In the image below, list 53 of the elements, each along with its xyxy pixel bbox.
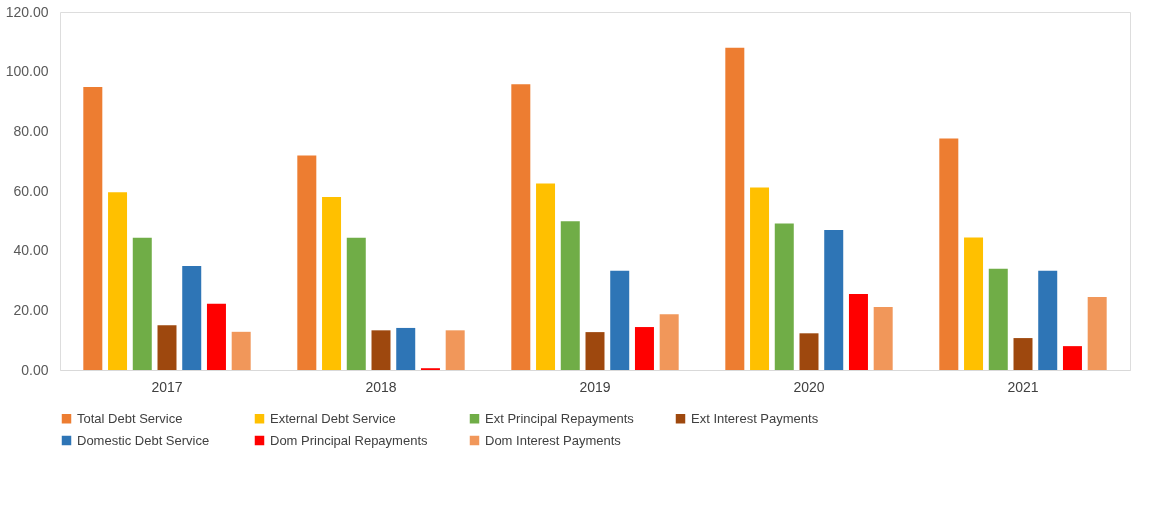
bar — [182, 265, 202, 370]
bar — [108, 192, 128, 370]
bar — [83, 86, 103, 370]
bar — [750, 187, 770, 370]
legend-label: Ext Principal Repayments — [485, 410, 635, 426]
y-tick-label: 60.00 — [13, 182, 49, 199]
legend-label: Dom Interest Payments — [485, 432, 622, 448]
legend-label: External Debt Service — [270, 410, 396, 426]
y-tick-label: 120.00 — [5, 3, 49, 20]
bar — [445, 330, 465, 370]
y-tick-label: 80.00 — [13, 122, 49, 139]
y-tick-label: 100.00 — [5, 63, 49, 80]
bar — [346, 237, 366, 370]
legend-label: Total Debt Service — [77, 410, 183, 426]
x-tick-label: 2021 — [1007, 378, 1039, 395]
bar — [964, 237, 984, 370]
bar — [939, 138, 959, 370]
bar — [585, 332, 605, 370]
bar — [610, 270, 630, 370]
bar — [1013, 338, 1033, 370]
y-tick-label: 20.00 — [13, 301, 49, 318]
x-tick-label: 2018 — [365, 378, 397, 395]
bar — [206, 303, 226, 370]
legend-label: Ext Interest Payments — [691, 410, 819, 426]
legend-label: Dom Principal Repayments — [270, 432, 428, 448]
bar — [297, 155, 317, 370]
bar — [157, 325, 177, 370]
bar — [799, 333, 819, 370]
x-tick-label: 2019 — [579, 378, 611, 395]
bar — [1062, 346, 1082, 370]
y-tick-label: 0.00 — [21, 361, 49, 378]
bar — [659, 314, 679, 370]
bar — [231, 331, 251, 370]
bar — [848, 293, 868, 370]
x-tick-label: 2020 — [793, 378, 825, 395]
bar — [634, 327, 654, 370]
bar — [824, 230, 844, 370]
x-tick-label: 2017 — [151, 378, 183, 395]
bar — [725, 47, 745, 370]
bar — [1038, 270, 1058, 370]
bar — [988, 268, 1008, 370]
bar — [511, 84, 531, 370]
bar — [132, 237, 152, 370]
bar — [371, 330, 391, 370]
y-tick-label: 40.00 — [13, 242, 49, 259]
bar — [322, 196, 342, 370]
legend-label: Domestic Debt Service — [77, 432, 210, 448]
bar — [774, 223, 794, 370]
bar — [536, 183, 556, 370]
bar — [396, 327, 416, 370]
bar — [1087, 296, 1107, 370]
bar — [873, 307, 893, 370]
bar — [560, 221, 580, 370]
